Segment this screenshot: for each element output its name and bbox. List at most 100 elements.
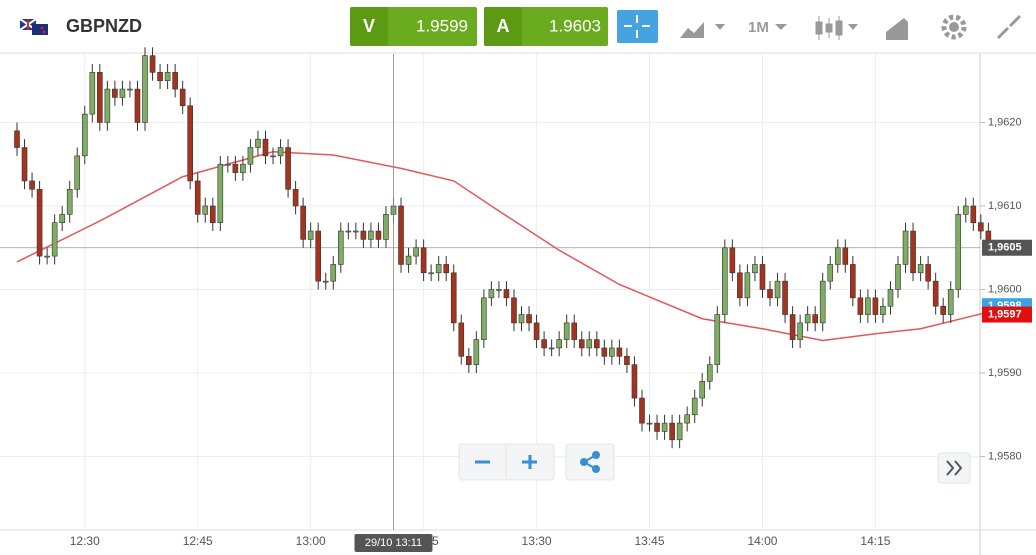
candle-body [699,381,706,399]
candle-body [81,113,88,157]
candle-body [827,264,834,282]
ask-price: 1.9603 [549,16,601,35]
candle-body [134,88,141,123]
candle-body [435,264,442,274]
candle-body [473,339,480,365]
crosshair-button[interactable] [617,10,658,43]
x-tick-label: 14:00 [747,534,777,548]
candle-body [89,72,96,115]
y-tick-label: 1,9600 [988,283,1022,295]
timeframe[interactable]: 1M [748,19,769,36]
candle-body [601,347,608,357]
candle-body [194,180,201,215]
collapse-button[interactable] [996,14,1022,40]
candle-body [202,205,209,215]
candle-body [368,230,374,240]
y-tick-label: 1,9610 [988,200,1022,212]
candle-body [812,314,818,324]
draw-button[interactable] [886,18,908,40]
plot: 1,9580 1,9590 1,9600 1,9610 1,9620 12:30 12:45… [0,47,1036,555]
candle-body [902,230,909,265]
candle-body [804,314,811,324]
crosshair-icon [624,15,650,38]
settings-button[interactable] [941,14,967,40]
candle-body [74,155,81,190]
candle-body [616,347,623,357]
candle-body [360,230,367,240]
candle-body [782,280,788,315]
candle-body [737,272,743,299]
candle-body [172,72,178,90]
candle-body [571,322,578,340]
candle-body [624,356,630,365]
price-tag [982,306,1032,323]
candle-body [661,422,668,432]
candle-body [850,264,856,299]
candle-body [511,297,517,324]
candle-body [676,422,683,441]
candle-body [36,188,43,257]
zoom-controls [458,443,971,484]
candle-body [631,364,638,399]
candle-body [488,289,495,299]
scroll-right-icon [946,460,963,476]
candle-body [759,264,766,290]
candle-body [684,414,690,424]
candle-body [277,147,284,157]
candle-body [285,147,291,190]
candle-body [458,322,465,357]
x-tick-label: 13:00 [296,534,326,548]
candle-body [925,264,931,282]
candle-body [774,280,781,299]
candle-body [413,247,419,257]
candle-body [337,230,344,265]
crosshair-time-bg [354,534,433,552]
settings-hub [949,22,959,32]
candle-body [496,289,502,291]
candle-button[interactable] [815,16,858,40]
candle-body [262,138,269,157]
x-tick-label: 13:30 [522,534,552,548]
candle-body [669,422,675,441]
candle-body [443,264,450,274]
candle-body [744,272,751,299]
candle-body [541,339,547,349]
candle-body [767,289,773,299]
candle-body [345,230,352,233]
candle-body [450,272,457,324]
candle-body [563,322,570,340]
y-tick-label: 1,9580 [988,450,1022,462]
candle-body [127,88,133,91]
share-icon [580,451,600,473]
candle-body [872,297,879,315]
candle-body [887,289,894,307]
zoom-in[interactable] [522,455,537,469]
symbol: GBPNZD [66,16,142,36]
candle-body [375,230,382,240]
share-button[interactable] [565,443,615,481]
chart-type-button[interactable] [680,22,725,38]
candle-body [307,230,314,240]
candle-body [353,230,359,233]
candle-body [420,247,427,274]
candle-body [970,205,977,223]
candle-body [292,188,299,207]
candle-body [940,305,946,315]
candle-body [179,88,186,107]
candle-body [639,397,645,424]
candle-body [947,289,954,315]
candle-body [217,163,224,223]
candle-body [910,230,916,274]
bid-label-bg [350,7,388,46]
y-tick-label: 1,9590 [988,367,1022,379]
candle-body [609,347,615,357]
candle-body [526,314,532,324]
candle-body [247,147,254,165]
candle-body [405,255,412,265]
candle-body [255,138,261,148]
candle-body [59,214,65,223]
candle-body [714,314,721,365]
candle-body [398,205,404,265]
candle-body [962,205,969,215]
